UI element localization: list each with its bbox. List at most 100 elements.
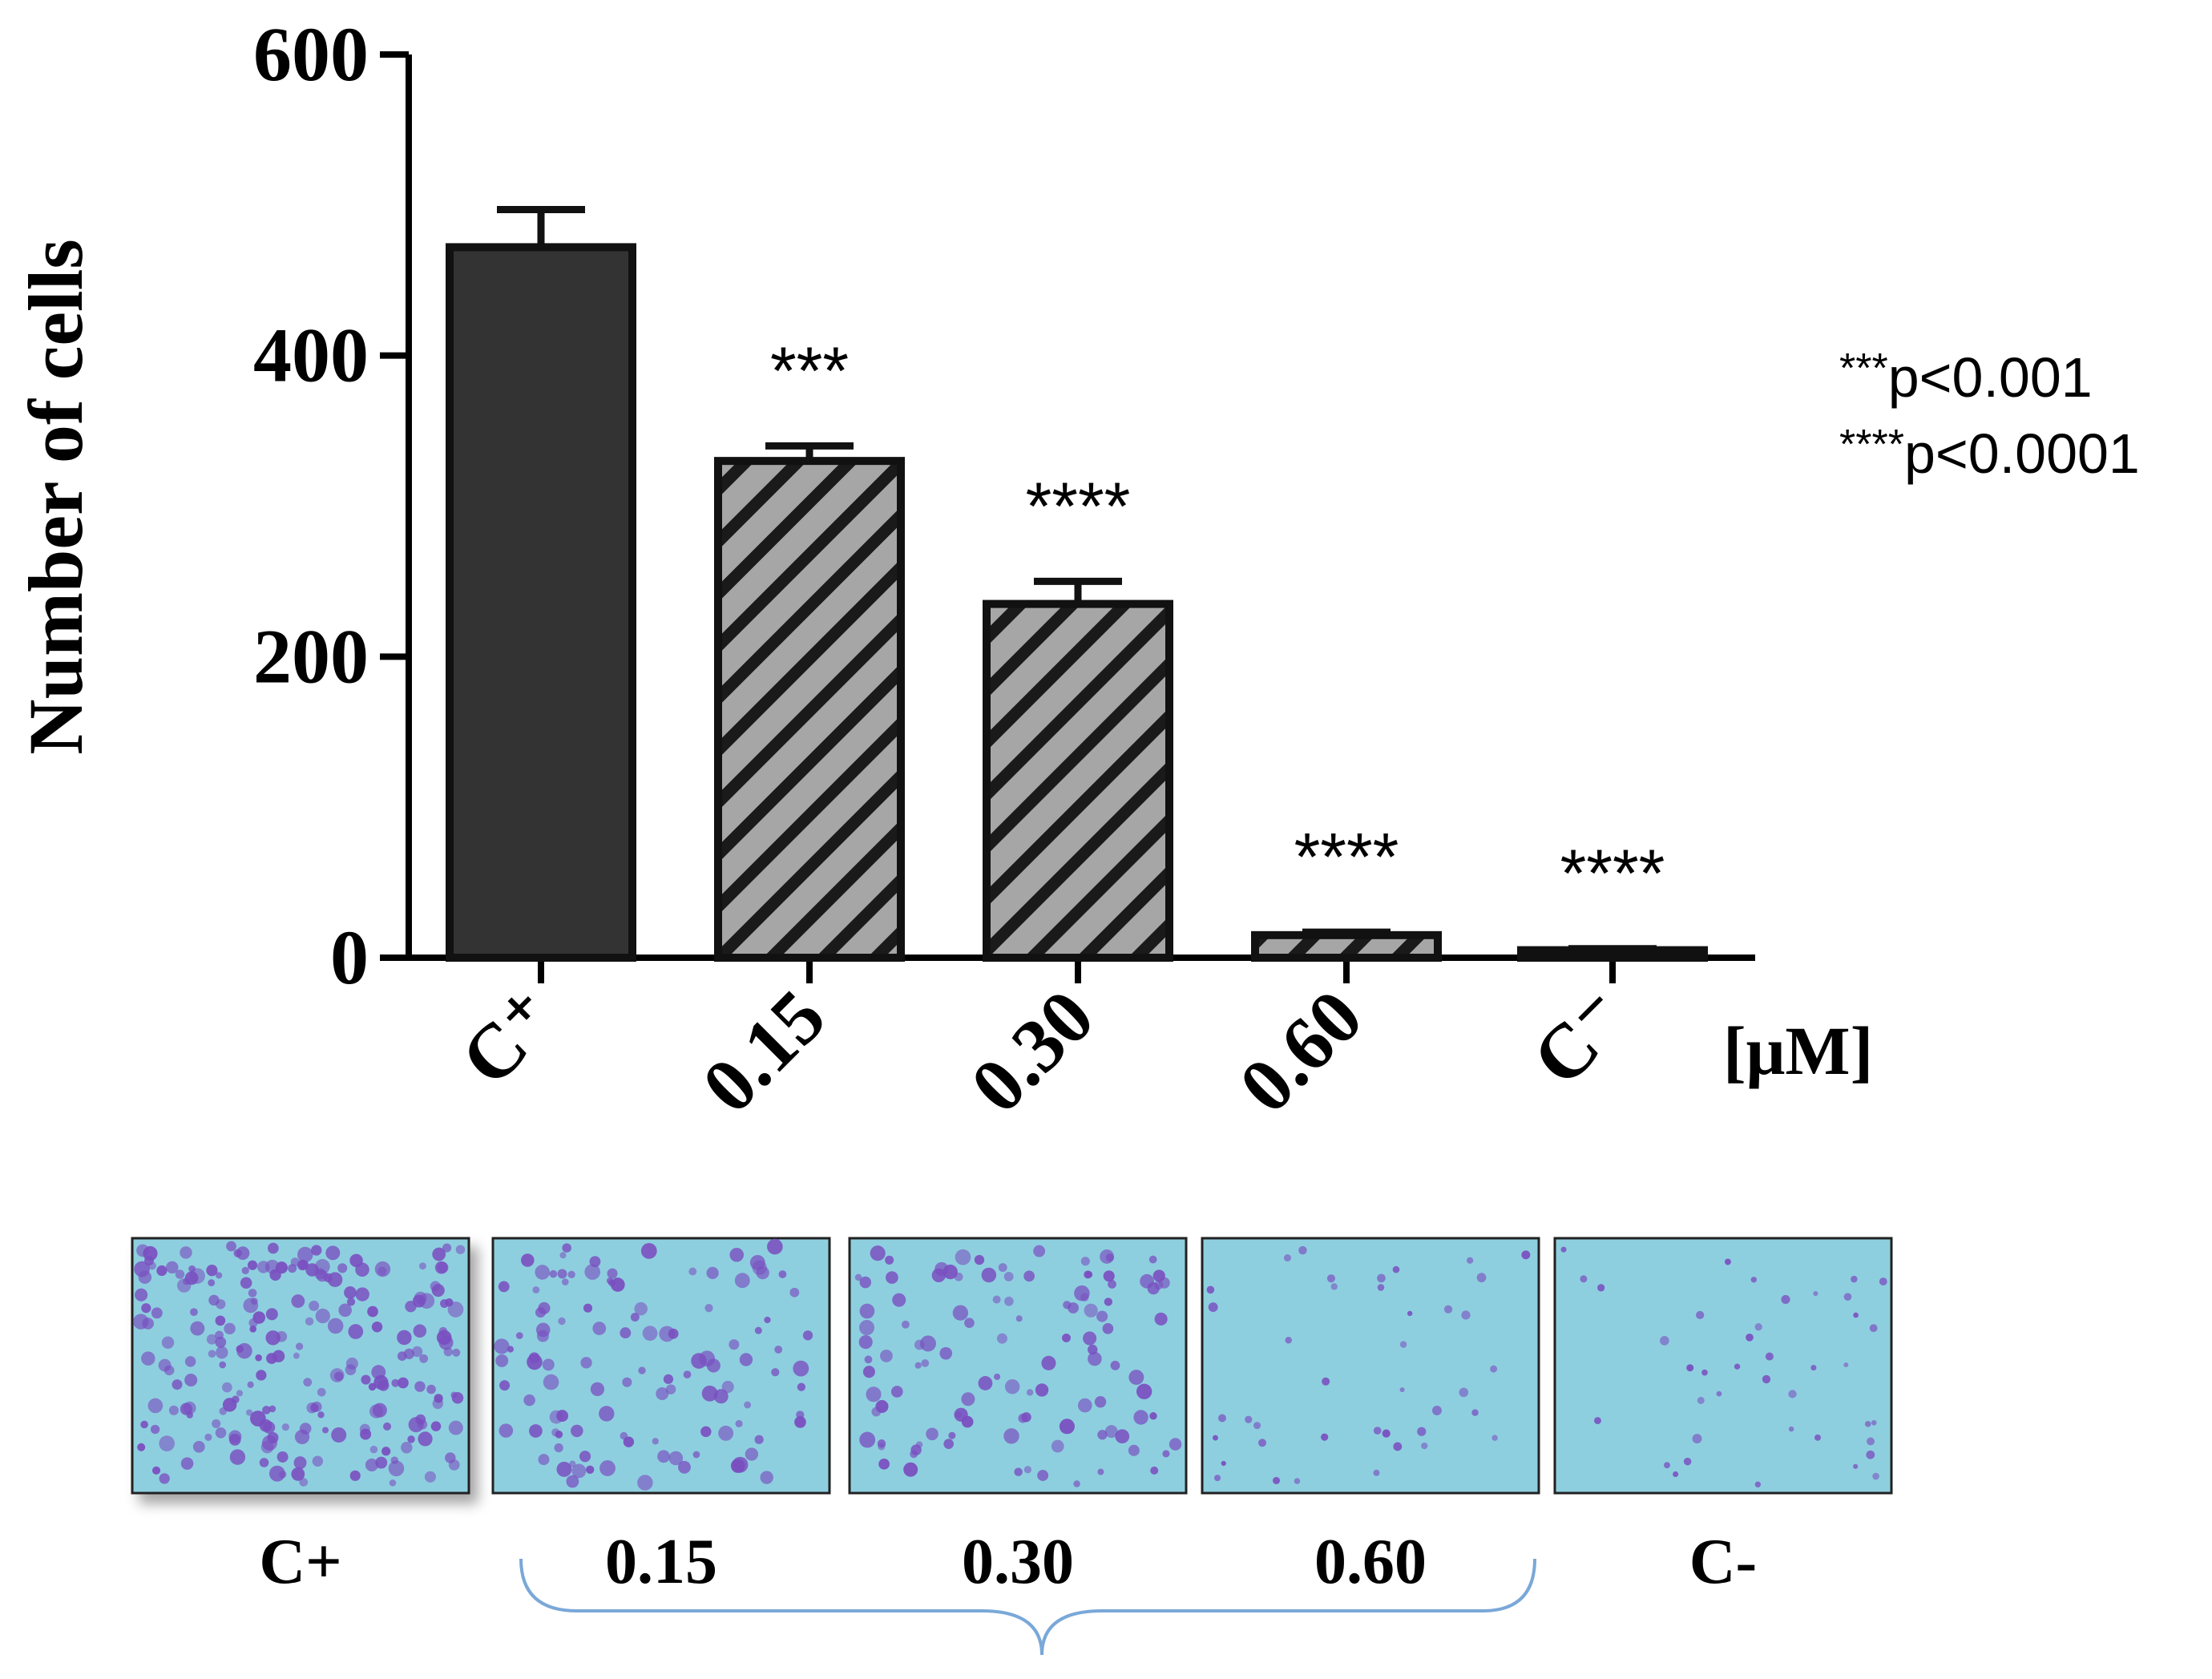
cell-dot xyxy=(168,1405,179,1415)
cell-dot xyxy=(599,1406,615,1422)
cell-dot xyxy=(952,1305,969,1321)
cell-dot xyxy=(206,1334,217,1345)
cell-dot xyxy=(1321,1433,1329,1441)
cell-dot xyxy=(355,1287,369,1302)
cell-dot xyxy=(1664,1462,1670,1469)
cell-dot xyxy=(586,1465,595,1474)
cell-dot xyxy=(334,1371,344,1381)
cell-dot xyxy=(295,1342,304,1350)
cell-dot xyxy=(665,1384,676,1394)
cell-dot xyxy=(495,1354,509,1367)
micrograph-panels: C+ 0.15 0.30 0.60 C- xyxy=(131,1237,1893,1597)
cell-dot xyxy=(1683,1457,1692,1466)
cell-dot xyxy=(156,1265,168,1277)
cell-dot xyxy=(796,1411,805,1419)
cell-dot xyxy=(411,1346,423,1358)
cell-dot xyxy=(955,1249,971,1265)
cell-dot xyxy=(583,1303,593,1313)
cell-dot xyxy=(265,1308,278,1321)
cell-dot xyxy=(143,1245,158,1261)
cell-dot xyxy=(219,1361,227,1369)
cell-dot xyxy=(221,1382,232,1393)
cell-dot xyxy=(365,1458,379,1472)
cell-dot xyxy=(231,1395,240,1404)
cell-dot xyxy=(1692,1434,1702,1444)
cell-dot xyxy=(240,1277,252,1290)
micrograph-label-4: C- xyxy=(1689,1527,1757,1597)
cell-dot xyxy=(1781,1294,1790,1304)
cell-dot xyxy=(293,1352,300,1359)
micrograph-panel-3: 0.60 xyxy=(1201,1237,1540,1597)
cell-dot xyxy=(448,1420,463,1435)
cell-dot xyxy=(1035,1383,1049,1397)
cell-dot xyxy=(1459,1387,1469,1398)
x-tick-label-3: 0.60 xyxy=(1222,973,1378,1128)
cell-dot xyxy=(397,1330,412,1346)
cell-dot xyxy=(317,1411,325,1419)
cell-dot xyxy=(567,1270,575,1279)
cell-dot xyxy=(699,1350,716,1367)
cell-dot xyxy=(262,1406,271,1415)
cell-dot xyxy=(241,1266,249,1275)
significance-legend: ***p<0.001 ****p<0.0001 xyxy=(1839,345,2140,485)
cell-dot xyxy=(371,1321,383,1333)
cell-dot xyxy=(290,1257,300,1267)
cell-dot xyxy=(346,1298,356,1306)
cell-dot xyxy=(1208,1302,1218,1313)
cell-dot xyxy=(721,1380,734,1394)
cell-dot xyxy=(1417,1427,1427,1436)
cell-dot xyxy=(192,1440,205,1453)
cell-dot xyxy=(774,1345,783,1354)
cell-dot xyxy=(321,1427,329,1434)
cell-dot xyxy=(276,1330,288,1342)
cell-dot xyxy=(1023,1466,1032,1474)
cell-dot xyxy=(450,1391,458,1398)
cell-dot xyxy=(381,1447,391,1456)
cell-dot xyxy=(375,1456,388,1469)
cell-dot xyxy=(1097,1468,1104,1475)
cell-dot xyxy=(1213,1435,1218,1441)
cell-dot xyxy=(1133,1410,1148,1425)
micrograph-panel-2: 0.30 xyxy=(848,1237,1188,1597)
cell-dot xyxy=(659,1326,676,1342)
micrograph-panel-0: C+ xyxy=(131,1237,470,1597)
cell-dot xyxy=(584,1264,601,1280)
cell-dot xyxy=(556,1461,572,1477)
cell-dot xyxy=(246,1409,253,1416)
cell-dot xyxy=(236,1345,244,1353)
cell-dot xyxy=(1283,1254,1291,1262)
cell-dot xyxy=(499,1423,514,1438)
cell-dot xyxy=(331,1427,347,1443)
cell-dot xyxy=(551,1428,560,1437)
cell-dot xyxy=(369,1404,384,1419)
cell-dot xyxy=(523,1394,535,1407)
cell-dot xyxy=(1018,1413,1028,1423)
cell-dot xyxy=(536,1330,549,1342)
cell-dot xyxy=(448,1459,460,1471)
cell-dot xyxy=(445,1298,454,1307)
cell-dot xyxy=(426,1384,436,1394)
bar-2 xyxy=(983,599,1173,962)
bracket xyxy=(519,1558,1536,1656)
micrograph-label-0: C+ xyxy=(259,1527,341,1597)
cell-dot xyxy=(638,1366,646,1374)
cell-dot xyxy=(797,1382,806,1391)
cell-dot xyxy=(1866,1450,1875,1459)
cell-dot xyxy=(549,1410,563,1424)
cell-dot xyxy=(1377,1284,1385,1291)
cell-dot xyxy=(414,1381,426,1392)
cell-dot xyxy=(704,1304,713,1313)
x-tick-label-4: C⁻ xyxy=(1516,973,1645,1102)
cell-dot xyxy=(886,1271,898,1284)
cell-dot xyxy=(910,1444,922,1455)
cell-dot xyxy=(317,1387,326,1397)
cell-dot xyxy=(630,1313,640,1322)
cell-dot xyxy=(309,1300,320,1311)
cell-dot xyxy=(920,1335,936,1352)
cell-dot xyxy=(1853,1463,1859,1469)
cell-dot xyxy=(608,1279,616,1287)
cell-dot xyxy=(159,1435,176,1451)
cell-dot xyxy=(215,1315,226,1326)
cell-dot xyxy=(1059,1419,1075,1435)
cell-dot xyxy=(878,1443,886,1451)
